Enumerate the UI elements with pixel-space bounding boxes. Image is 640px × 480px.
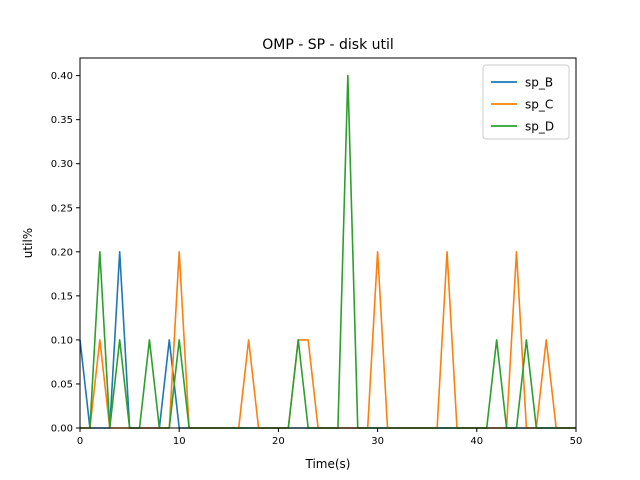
legend-label-sp_C: sp_C (525, 98, 553, 112)
plot-frame (79, 57, 577, 429)
x-axis: 0 10 20 30 40 50 (77, 428, 583, 447)
y-tick-label: 0.00 (51, 424, 73, 435)
y-tick-label: 0.40 (51, 71, 73, 82)
y-axis-label: util% (21, 228, 35, 258)
legend-box (482, 64, 570, 140)
legend-label-sp_B: sp_B (525, 76, 553, 90)
y-tick-label: 0.30 (51, 159, 73, 170)
y-tick-label: 0.20 (51, 247, 73, 258)
legend-label-sp_D: sp_D (525, 120, 554, 134)
y-tick-label: 0.35 (51, 115, 73, 126)
x-tick-label: 40 (470, 436, 483, 447)
x-tick-label: 0 (77, 436, 83, 447)
x-axis-label: Time(s) (305, 457, 351, 471)
x-tick-label: 10 (173, 436, 186, 447)
y-axis: 0.00 0.05 0.10 0.15 0.20 0.25 0.30 0.35 0.40 (51, 71, 80, 435)
y-tick-label: 0.25 (51, 203, 73, 214)
y-tick-label: 0.15 (51, 291, 73, 302)
x-tick-label: 30 (371, 436, 384, 447)
x-tick-label: 20 (272, 436, 285, 447)
legend: sp_B sp_C sp_D (482, 64, 570, 140)
x-tick-label: 50 (570, 436, 583, 447)
y-tick-label: 0.10 (51, 335, 73, 346)
y-tick-label: 0.05 (51, 379, 73, 390)
chart-title: OMP - SP - disk util (262, 37, 394, 53)
